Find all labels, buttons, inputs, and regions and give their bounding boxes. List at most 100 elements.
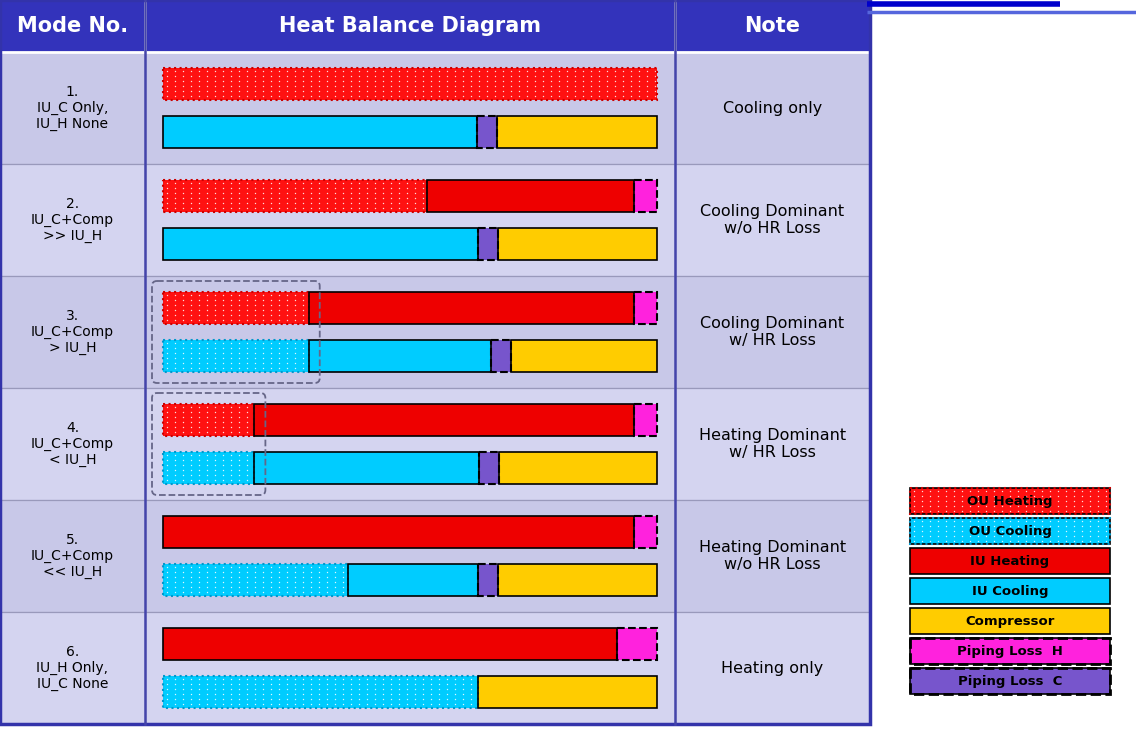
- Bar: [675, 500, 870, 612]
- Text: 1.
IU_C Only,
IU_H None: 1. IU_C Only, IU_H None: [36, 85, 109, 131]
- Bar: [910, 638, 1110, 664]
- Bar: [427, 180, 634, 212]
- Bar: [910, 608, 1110, 634]
- Bar: [634, 516, 657, 548]
- Bar: [0, 276, 145, 388]
- Bar: [634, 292, 657, 324]
- Bar: [254, 452, 478, 484]
- Bar: [145, 52, 675, 164]
- Bar: [478, 452, 500, 484]
- Text: Piping Loss  H: Piping Loss H: [957, 645, 1063, 657]
- Bar: [0, 388, 145, 500]
- Bar: [634, 292, 657, 324]
- Text: Heating Dominant
w/ HR Loss: Heating Dominant w/ HR Loss: [699, 428, 846, 460]
- Text: 6.
IU_H Only,
IU_C None: 6. IU_H Only, IU_C None: [36, 645, 109, 691]
- Bar: [910, 518, 1110, 544]
- Bar: [348, 564, 477, 596]
- Bar: [499, 228, 657, 260]
- Bar: [162, 68, 657, 100]
- Bar: [162, 116, 477, 148]
- Text: Heating only: Heating only: [721, 660, 824, 676]
- Text: OU Cooling: OU Cooling: [969, 525, 1052, 537]
- Bar: [477, 228, 499, 260]
- Bar: [910, 488, 1110, 514]
- Bar: [162, 340, 309, 372]
- Bar: [910, 488, 1110, 514]
- Text: Heat Balance Diagram: Heat Balance Diagram: [279, 16, 541, 36]
- Text: Piping Loss  C: Piping Loss C: [958, 674, 1062, 687]
- Text: 4.
IU_C+Comp
< IU_H: 4. IU_C+Comp < IU_H: [31, 421, 114, 467]
- Bar: [309, 292, 634, 324]
- Bar: [145, 388, 675, 500]
- Bar: [500, 452, 657, 484]
- Bar: [478, 452, 500, 484]
- Bar: [499, 564, 657, 596]
- Bar: [0, 52, 145, 164]
- Bar: [675, 0, 870, 52]
- Bar: [500, 452, 657, 484]
- Bar: [498, 116, 657, 148]
- Bar: [910, 518, 1110, 544]
- Bar: [254, 404, 634, 436]
- Bar: [491, 340, 511, 372]
- Bar: [634, 180, 657, 212]
- Bar: [162, 676, 478, 708]
- Bar: [675, 52, 870, 164]
- Bar: [499, 564, 657, 596]
- Bar: [162, 452, 254, 484]
- Bar: [910, 668, 1110, 694]
- Bar: [309, 340, 491, 372]
- Bar: [511, 340, 657, 372]
- Bar: [634, 404, 657, 436]
- Bar: [910, 578, 1110, 604]
- Bar: [162, 292, 309, 324]
- Text: Cooling Dominant
w/ HR Loss: Cooling Dominant w/ HR Loss: [701, 316, 844, 348]
- Bar: [309, 340, 491, 372]
- Bar: [309, 292, 634, 324]
- Bar: [910, 548, 1110, 574]
- Bar: [0, 0, 870, 724]
- Bar: [162, 340, 309, 372]
- Bar: [477, 116, 498, 148]
- Bar: [162, 116, 477, 148]
- Bar: [162, 516, 634, 548]
- Bar: [0, 0, 145, 52]
- Bar: [675, 612, 870, 724]
- Bar: [162, 628, 618, 660]
- Bar: [0, 500, 145, 612]
- Bar: [675, 164, 870, 276]
- Text: 2.
IU_C+Comp
>> IU_H: 2. IU_C+Comp >> IU_H: [31, 197, 114, 244]
- Bar: [162, 180, 427, 212]
- Bar: [477, 564, 499, 596]
- Bar: [162, 452, 254, 484]
- Text: 5.
IU_C+Comp
<< IU_H: 5. IU_C+Comp << IU_H: [31, 533, 114, 579]
- Text: Mode No.: Mode No.: [17, 16, 128, 36]
- Bar: [162, 628, 618, 660]
- Bar: [145, 164, 675, 276]
- Bar: [162, 404, 254, 436]
- Bar: [675, 388, 870, 500]
- Text: IU Heating: IU Heating: [970, 554, 1050, 567]
- Bar: [477, 564, 499, 596]
- Bar: [348, 564, 477, 596]
- Bar: [478, 676, 657, 708]
- Bar: [618, 628, 657, 660]
- Text: OU Heating: OU Heating: [967, 495, 1053, 508]
- Bar: [162, 292, 309, 324]
- Bar: [491, 340, 511, 372]
- Bar: [162, 228, 477, 260]
- Bar: [427, 180, 634, 212]
- Text: Note: Note: [744, 16, 801, 36]
- Bar: [162, 676, 478, 708]
- Bar: [511, 340, 657, 372]
- Bar: [910, 638, 1110, 664]
- Bar: [499, 228, 657, 260]
- Bar: [162, 516, 634, 548]
- Bar: [675, 276, 870, 388]
- Bar: [145, 612, 675, 724]
- Bar: [618, 628, 657, 660]
- Text: Cooling Dominant
w/o HR Loss: Cooling Dominant w/o HR Loss: [701, 204, 844, 236]
- Bar: [634, 516, 657, 548]
- Bar: [162, 180, 427, 212]
- Bar: [162, 404, 254, 436]
